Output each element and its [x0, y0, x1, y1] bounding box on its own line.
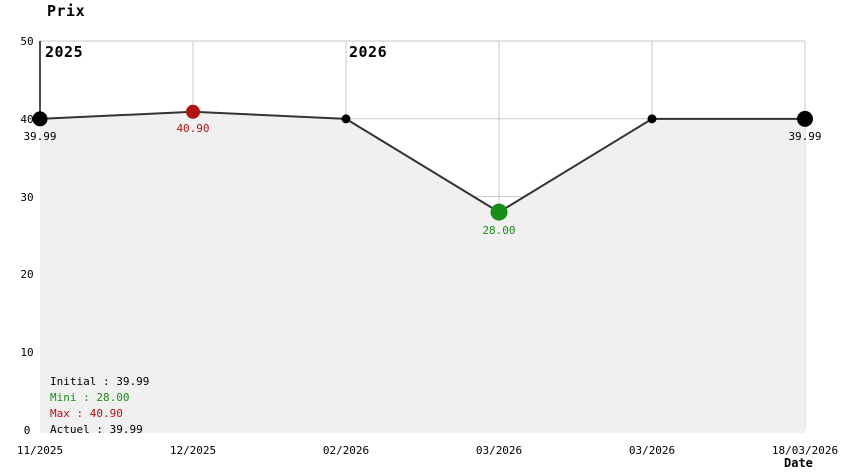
price-line — [39, 110, 805, 214]
data-point-initial — [32, 111, 48, 127]
data-point-current — [797, 110, 813, 127]
data-point-max — [186, 104, 200, 119]
data-point-min — [490, 203, 508, 221]
data-point-regular — [647, 114, 657, 124]
area-fill — [40, 111, 805, 433]
data-point-regular — [341, 114, 351, 124]
